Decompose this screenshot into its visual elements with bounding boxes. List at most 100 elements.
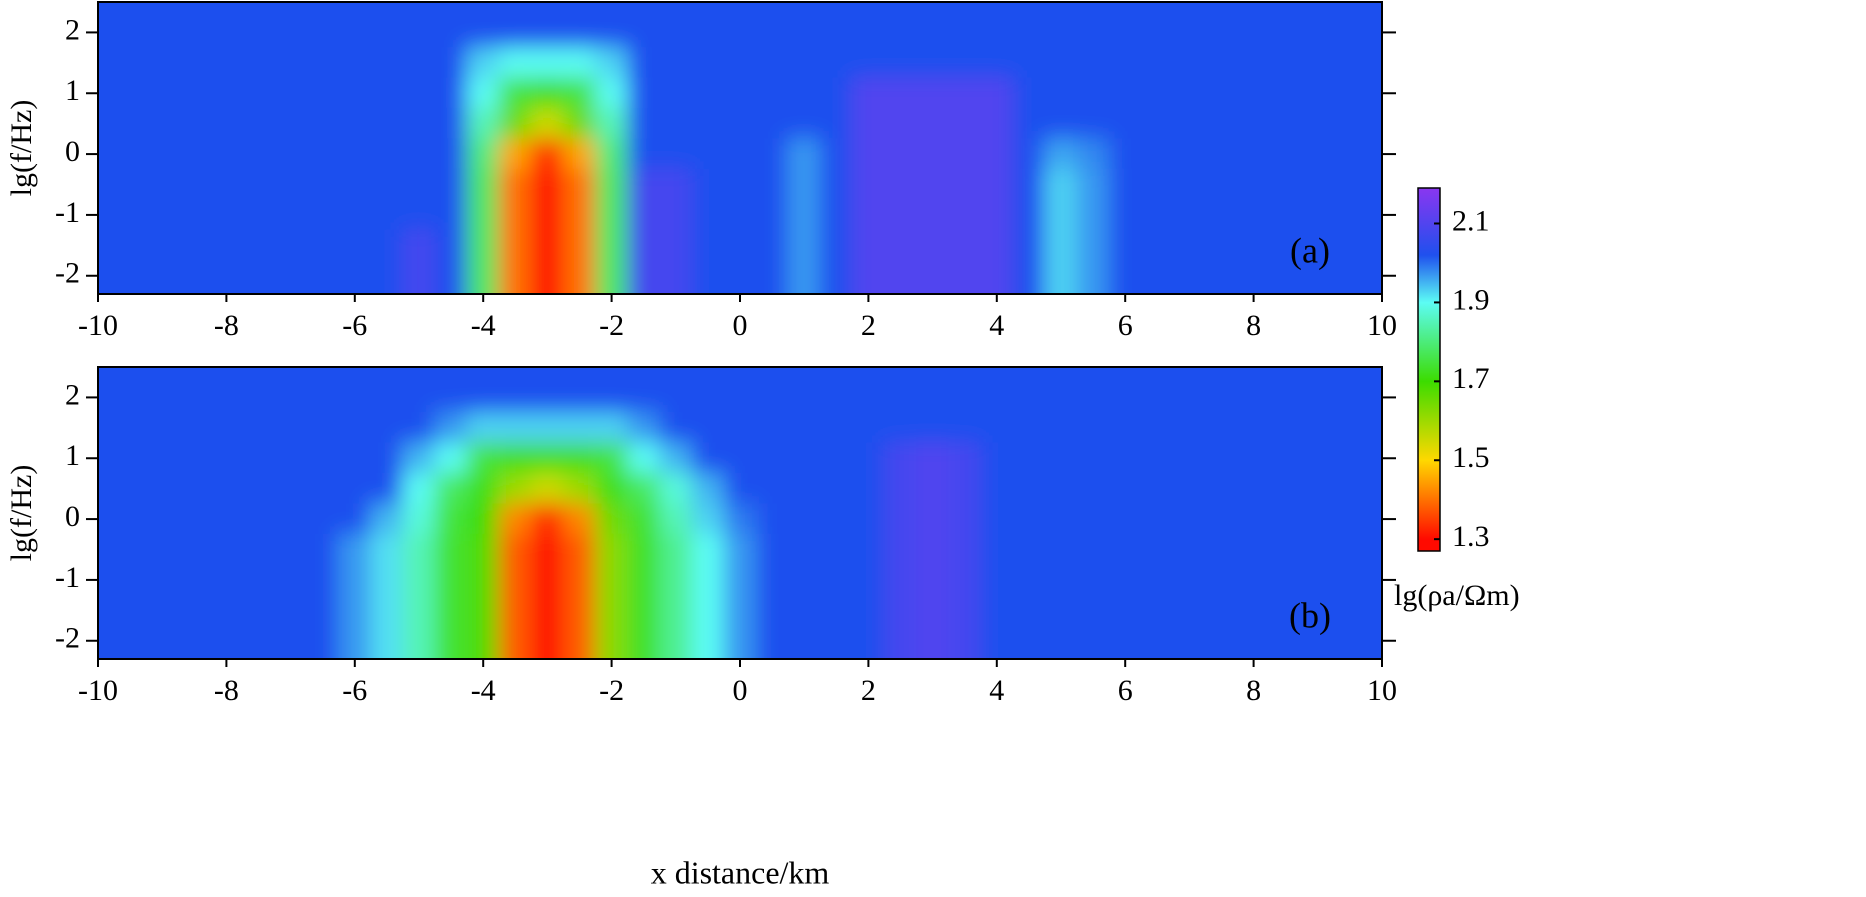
heat-cell <box>691 107 725 140</box>
heat-cell <box>1108 199 1142 231</box>
heat-cell <box>241 168 276 201</box>
heat-cell <box>787 594 821 627</box>
heat-cell <box>145 564 179 596</box>
heat-cell <box>562 2 597 49</box>
heat-cell <box>562 77 597 109</box>
heat-cell <box>1140 594 1174 627</box>
heat-cell <box>1076 107 1110 140</box>
heat-cell <box>1269 564 1303 596</box>
heat-cell <box>1076 412 1110 444</box>
heat-cell <box>1333 412 1367 444</box>
heat-cell <box>434 594 468 627</box>
heat-cell <box>1012 625 1046 659</box>
heat-cell <box>883 229 918 262</box>
heat-cell <box>1076 47 1110 79</box>
heat-cell <box>177 138 211 170</box>
heat-cell <box>916 47 950 79</box>
heat-cell <box>402 138 436 170</box>
heat-cell <box>241 138 276 170</box>
heat-cell <box>916 199 950 231</box>
heat-cell <box>787 260 821 294</box>
heat-cell <box>1076 367 1110 414</box>
heat-cell <box>883 564 918 596</box>
heat-cell <box>530 229 564 262</box>
heat-cell <box>498 260 532 294</box>
heat-cell <box>177 472 211 505</box>
heat-cell <box>498 472 532 505</box>
heat-cell <box>1301 138 1335 170</box>
heat-cell <box>274 47 308 79</box>
heat-cell <box>659 229 693 262</box>
heat-cell <box>1365 199 1382 231</box>
heat-cell <box>338 2 372 49</box>
heat-cell <box>209 625 243 659</box>
heat-cell <box>980 594 1014 627</box>
heat-cell <box>1204 138 1239 170</box>
heat-cell <box>274 564 308 596</box>
heat-cell <box>1269 442 1303 474</box>
heat-cell <box>562 625 597 659</box>
heat-cell <box>883 533 918 566</box>
heat-cell <box>595 168 629 201</box>
x-tick-label: 0 <box>733 674 748 707</box>
heat-cell <box>1237 199 1271 231</box>
x-tick-label: -10 <box>78 309 118 342</box>
heat-cell <box>627 564 661 596</box>
heat-cell <box>145 442 179 474</box>
heat-cell <box>659 138 693 170</box>
heat-cell <box>370 442 404 474</box>
heat-cell <box>370 367 404 414</box>
heat-cell <box>177 564 211 596</box>
heat-cell <box>562 168 597 201</box>
heat-cell <box>883 199 918 231</box>
heat-cell <box>338 77 372 109</box>
heat-cell <box>338 260 372 294</box>
heat-cell <box>723 412 757 444</box>
heat-cell <box>787 229 821 262</box>
heat-cell <box>209 138 243 170</box>
heat-cell <box>1365 594 1382 627</box>
heat-cell <box>1365 2 1382 49</box>
heat-cell <box>209 367 243 414</box>
heat-cell <box>402 564 436 596</box>
heatmap-cells <box>98 2 1382 294</box>
heat-cell <box>274 442 308 474</box>
heat-cell <box>1108 503 1142 535</box>
heat-cell <box>659 2 693 49</box>
heat-cell <box>1012 229 1046 262</box>
heat-cell <box>113 229 147 262</box>
heat-cell <box>595 260 629 294</box>
heat-cell <box>659 168 693 201</box>
heat-cell <box>948 442 982 474</box>
heat-cell <box>306 229 340 262</box>
heat-cell <box>498 168 532 201</box>
heat-cell <box>691 260 725 294</box>
heat-cell <box>177 77 211 109</box>
heat-cell <box>1172 168 1206 201</box>
heat-cell <box>691 594 725 627</box>
heat-cell <box>1237 503 1271 535</box>
heat-cell <box>338 138 372 170</box>
heat-cell <box>980 564 1014 596</box>
heat-cell <box>819 107 853 140</box>
heat-cell <box>883 47 918 79</box>
heat-cell <box>370 77 404 109</box>
heat-cell <box>916 138 950 170</box>
heat-cell <box>98 625 115 659</box>
y-tick-label: 1 <box>65 74 80 107</box>
heat-cell <box>948 107 982 140</box>
heat-cell <box>338 107 372 140</box>
heat-cell <box>1076 229 1110 262</box>
heat-cell <box>274 472 308 505</box>
heat-cell <box>980 199 1014 231</box>
heat-cell <box>595 564 629 596</box>
heat-cell <box>562 47 597 79</box>
heat-cell <box>1237 442 1271 474</box>
heat-cell <box>980 412 1014 444</box>
heat-cell <box>1301 2 1335 49</box>
heat-cell <box>916 564 950 596</box>
heat-cell <box>1140 138 1174 170</box>
heat-cell <box>306 442 340 474</box>
heat-cell <box>1044 77 1078 109</box>
heat-cell <box>1108 77 1142 109</box>
